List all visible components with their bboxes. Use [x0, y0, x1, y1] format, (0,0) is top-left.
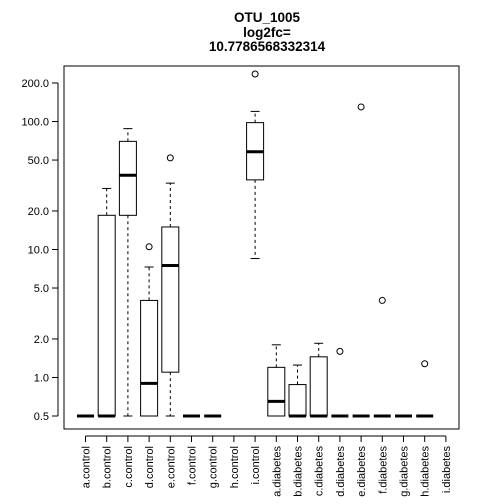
outlier-point	[166, 154, 174, 162]
outlier-point	[251, 70, 259, 78]
y-tick-label: 50.0	[28, 155, 49, 167]
box-iqr	[309, 356, 328, 417]
boxes	[77, 70, 434, 418]
box-d.diabetes	[331, 347, 349, 418]
y-tick-label: 100.0	[21, 117, 49, 129]
box-iqr	[161, 226, 180, 373]
y-tick-label: 200.0	[21, 78, 49, 90]
box-a.diabetes	[267, 344, 286, 417]
outlier-point	[357, 103, 365, 111]
outlier-point	[421, 360, 429, 368]
box-h.diabetes	[416, 360, 434, 418]
x-tick-label: f.diabetes	[377, 446, 389, 494]
chart-title: OTU_1005 log2fc= 10.7786568332314	[209, 10, 326, 54]
y-tick-label: 10.0	[28, 245, 49, 257]
box-d.control	[140, 243, 159, 417]
box-e.control	[161, 154, 180, 417]
box-e.diabetes	[352, 103, 370, 418]
x-tick-label: c.control	[123, 446, 135, 488]
title-line-1: OTU_1005	[234, 10, 301, 25]
x-tick-label: h.control	[229, 446, 241, 488]
box-b.diabetes	[288, 364, 307, 418]
y-tick-label: 20.0	[28, 206, 49, 218]
x-tick-label: d.diabetes	[335, 446, 347, 497]
outlier-point	[378, 296, 386, 304]
plot-frame	[63, 65, 460, 430]
y-tick-label: 1.0	[34, 372, 49, 384]
x-tick-label: f.control	[187, 446, 199, 485]
box-iqr	[140, 299, 159, 417]
title-line-2: log2fc=	[243, 25, 291, 40]
box-iqr	[267, 366, 286, 417]
x-tick-label: i.diabetes	[441, 446, 453, 494]
x-tick-label: b.control	[102, 446, 114, 488]
box-c.diabetes	[309, 342, 328, 418]
x-tick-label: i.control	[250, 446, 262, 485]
box-f.diabetes	[373, 296, 391, 418]
title-line-3: 10.7786568332314	[209, 39, 326, 54]
box-iqr	[288, 384, 307, 417]
x-tick-label: h.diabetes	[420, 446, 432, 497]
x-tick-label: e.diabetes	[356, 446, 368, 497]
box-c.control	[118, 128, 137, 417]
box-iqr	[118, 140, 137, 216]
x-tick-label: e.control	[165, 446, 177, 488]
y-tick-label: 0.5	[34, 411, 49, 423]
x-tick-label: g.control	[208, 446, 220, 488]
x-tick-label: b.diabetes	[293, 446, 305, 497]
x-tick-label: d.control	[144, 446, 156, 488]
y-tick-label: 2.0	[34, 334, 49, 346]
box-b.control	[97, 187, 116, 418]
y-axis: 0.5 1.0 2.0 5.0 10.0 20.0 50.0 100.0 200.0	[21, 78, 59, 423]
x-tick-label: c.diabetes	[314, 446, 326, 497]
x-tick-label: a.control	[81, 446, 93, 488]
y-tick-label: 5.0	[34, 283, 49, 295]
x-tick-label: g.diabetes	[399, 446, 411, 497]
x-axis: a.control b.control c.control d.control e.co…	[81, 435, 453, 497]
box-i.control	[246, 70, 265, 260]
outlier-point	[336, 347, 344, 355]
x-tick-label: a.diabetes	[271, 446, 283, 497]
outlier-point	[145, 243, 153, 251]
box-iqr	[97, 214, 116, 417]
